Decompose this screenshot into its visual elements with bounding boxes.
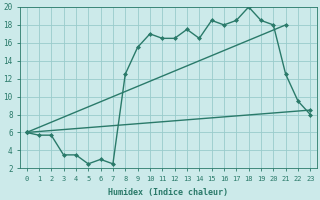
X-axis label: Humidex (Indice chaleur): Humidex (Indice chaleur) [108,188,228,197]
